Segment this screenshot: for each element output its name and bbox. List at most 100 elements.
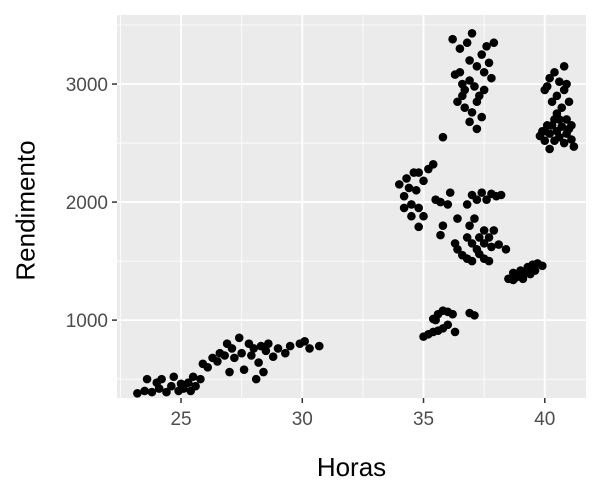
data-point [470,82,479,91]
data-point [489,226,499,235]
data-point [167,381,176,391]
data-point [496,190,506,200]
data-point [487,73,496,83]
data-point [402,174,411,183]
data-point [407,200,416,209]
data-point [438,221,448,230]
data-point [555,77,564,86]
data-point [273,344,283,353]
data-point [472,124,482,134]
data-point [237,348,246,358]
data-point [251,374,261,384]
data-point [399,191,409,201]
data-point [147,387,157,397]
data-point [511,273,520,282]
data-point [259,367,268,377]
data-point [443,200,453,209]
y-tick-label: 1000 [66,311,108,332]
data-point [562,115,571,124]
data-point [460,103,470,112]
data-point [247,351,256,360]
data-point [557,103,567,112]
data-point [484,58,494,68]
data-point [448,34,457,44]
data-point [203,363,212,372]
data-point [458,91,467,101]
data-point [484,233,494,242]
data-point [222,339,232,349]
data-point [399,203,409,213]
data-point [552,91,562,101]
data-point [431,315,440,325]
data-point [474,233,484,242]
data-point [545,73,554,83]
data-point [477,188,487,197]
data-point [162,387,171,397]
data-point [183,378,193,387]
data-point [564,97,574,107]
data-point [436,230,445,240]
data-point [482,41,491,51]
data-point [559,138,569,148]
data-point [470,311,479,320]
data-point [154,384,164,393]
data-point [538,261,547,271]
x-axis-title: Horas [316,452,387,482]
data-point [530,266,540,275]
data-point [157,374,166,384]
data-point [477,112,487,122]
data-point [411,185,421,195]
data-point [542,82,552,91]
data-point [438,132,448,142]
data-point [261,346,271,356]
data-point [462,38,472,48]
data-point [314,341,324,351]
data-point [254,358,263,367]
data-point [436,197,445,207]
data-point [501,244,511,254]
data-point [234,333,244,343]
data-point [465,221,474,230]
data-point [467,108,477,117]
data-point [264,339,273,349]
data-point [552,109,562,118]
data-point [225,367,234,377]
data-point [462,233,472,242]
data-point [230,353,239,363]
data-point [419,211,428,221]
data-point [220,351,229,360]
data-point [428,160,438,169]
data-point [133,388,142,398]
x-tick-label: 30 [292,409,313,430]
data-point [467,28,477,38]
x-tick-label: 35 [413,409,434,430]
data-point [479,67,489,77]
data-point [472,97,482,107]
data-point [470,214,479,223]
data-point [414,168,423,177]
data-point [414,222,423,232]
data-point [472,195,482,205]
data-point [489,38,499,48]
data-point [453,97,462,107]
data-point [450,327,460,337]
data-point [465,117,474,127]
data-point [465,56,474,65]
data-point [404,183,414,193]
data-point [462,200,472,209]
data-point [179,384,188,393]
data-point [280,348,290,358]
data-point [550,67,559,77]
data-point [445,188,455,197]
data-point [545,144,554,154]
plot-panel [117,15,586,398]
data-point [419,176,428,186]
data-point [169,372,179,382]
data-point [305,344,314,353]
y-tick-label: 3000 [66,75,108,96]
data-point [453,214,462,223]
data-point [569,142,579,151]
data-point [465,76,474,85]
data-point [455,67,465,77]
